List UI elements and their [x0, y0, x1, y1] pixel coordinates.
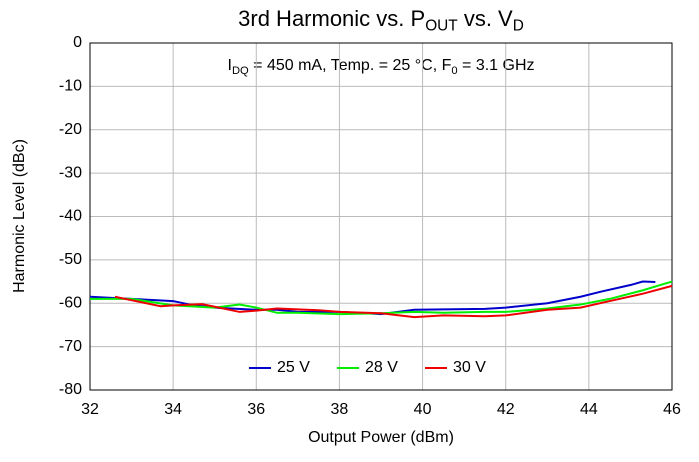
plot-area	[89, 42, 673, 391]
chart-title-subscript: D	[513, 18, 524, 35]
annotation: IDQ = 450 mA, Temp. = 25 °C, F0 = 3.1 GH…	[227, 57, 534, 77]
annotation-subscript: 0	[451, 65, 457, 77]
legend-label: 28 V	[365, 359, 398, 376]
chart-title-part: 3rd Harmonic vs. P	[238, 6, 425, 31]
annotation-part: = 450 mA, Temp. = 25 °C, F	[249, 57, 452, 74]
legend-label: 30 V	[453, 359, 486, 376]
legend-label: 25 V	[277, 359, 310, 376]
annotation-part: I	[227, 57, 231, 74]
x-tick-label: 38	[331, 401, 349, 418]
x-axis-label: Output Power (dBm)	[308, 429, 454, 446]
x-tick-label: 46	[663, 401, 681, 418]
chart-title: 3rd Harmonic vs. POUT vs. VD	[238, 6, 524, 35]
x-tick-label: 34	[164, 401, 182, 418]
x-tick-label: 44	[580, 401, 598, 418]
y-tick-label: 0	[73, 34, 82, 51]
y-tick-label: -30	[59, 164, 82, 181]
annotation-subscript: DQ	[232, 65, 249, 77]
x-tick-label: 36	[247, 401, 265, 418]
y-tick-label: -20	[59, 121, 82, 138]
chart-title-part: vs. V	[458, 6, 513, 31]
x-tick-label: 40	[414, 401, 432, 418]
data-line	[90, 280, 673, 316]
y-axis-label: Harmonic Level (dBc)	[11, 139, 28, 293]
y-tick-label: -10	[59, 78, 82, 95]
annotation-part: = 3.1 GHz	[458, 57, 535, 74]
y-tick-label: -40	[59, 208, 82, 225]
y-tick-label: -60	[59, 294, 82, 311]
x-tick-label: 32	[81, 401, 99, 418]
y-tick-label: -50	[59, 251, 82, 268]
y-tick-label: -70	[59, 338, 82, 355]
y-tick-label: -80	[59, 381, 82, 398]
x-tick-label: 42	[497, 401, 515, 418]
data-line	[114, 284, 673, 319]
chart-title-subscript: OUT	[425, 18, 458, 35]
